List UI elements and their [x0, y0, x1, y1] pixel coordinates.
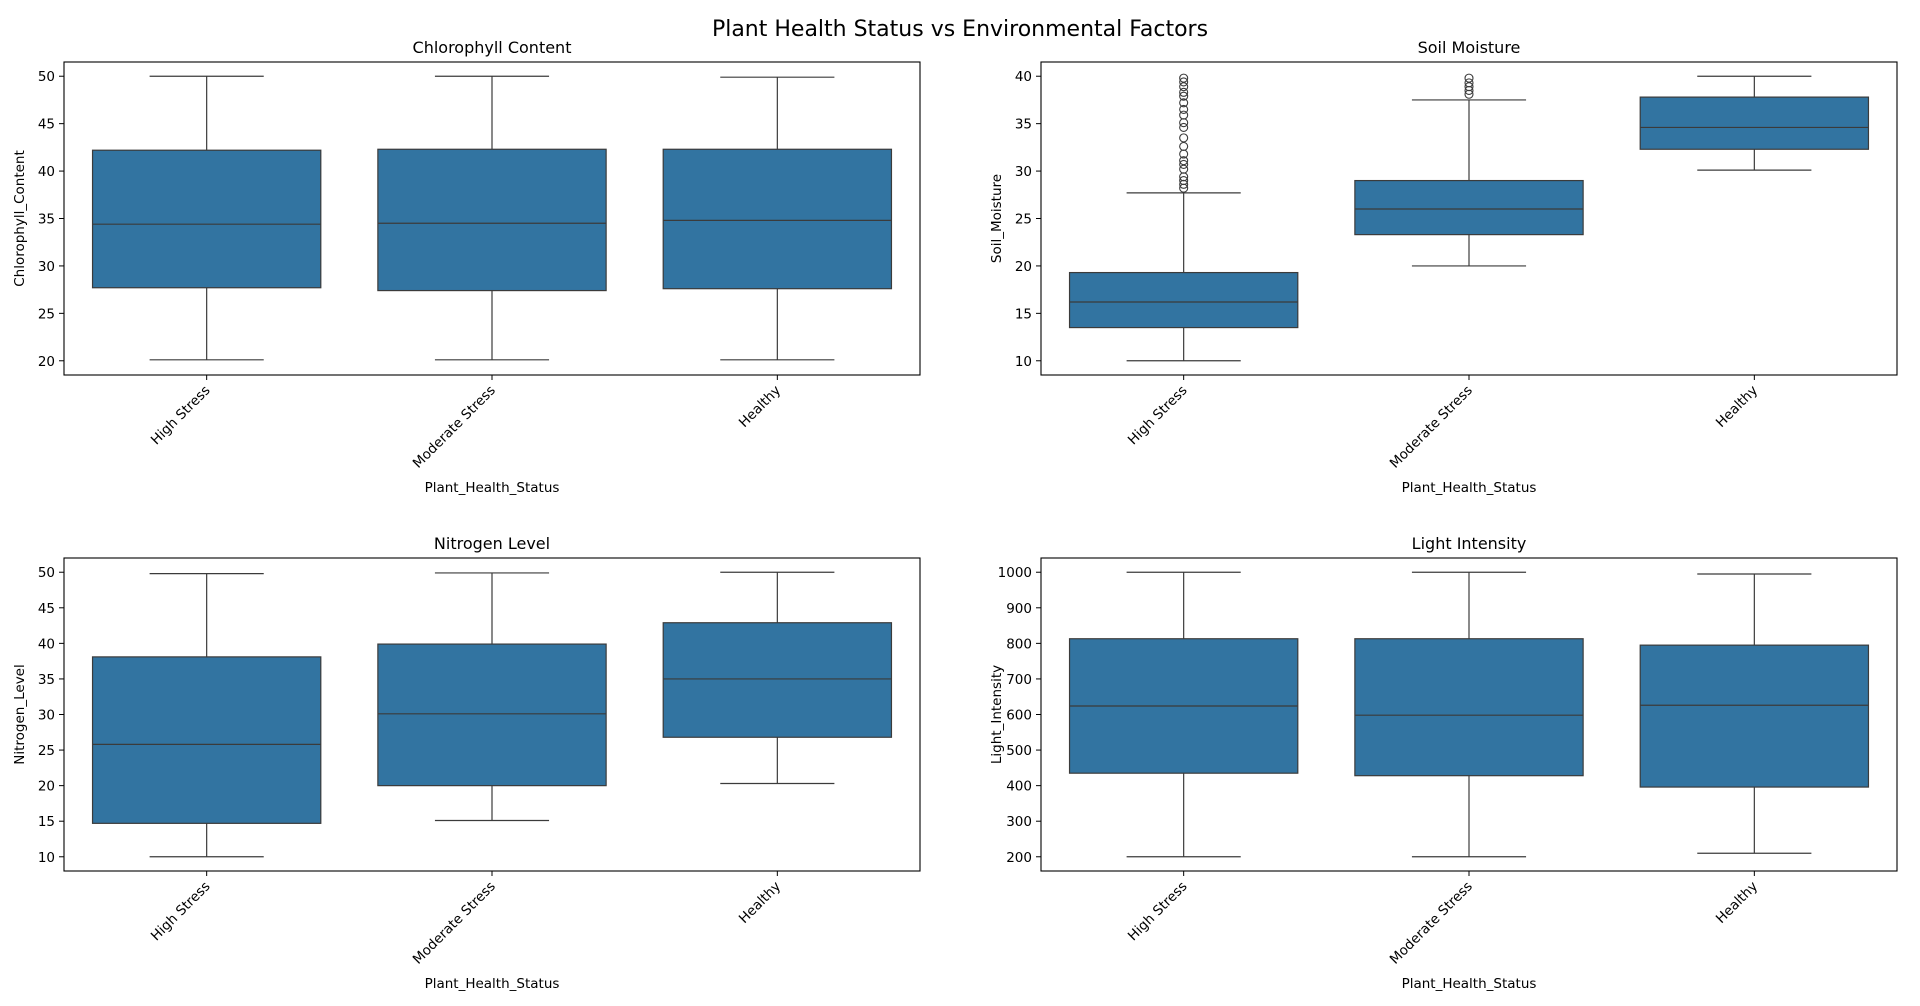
outlier-point	[1179, 91, 1189, 101]
subplot-title: Nitrogen Level	[434, 534, 550, 553]
y-tick-label: 40	[38, 636, 55, 652]
box-0	[91, 75, 322, 361]
y-tick-label: 35	[38, 212, 55, 228]
box-body	[1354, 179, 1584, 236]
box-body	[1354, 638, 1584, 777]
y-tick-label: 30	[38, 259, 55, 275]
outlier-point	[1179, 104, 1189, 114]
y-tick-label: 20	[1015, 259, 1032, 275]
y-tick-label: 700	[1006, 672, 1032, 688]
y-tick-label: 500	[1006, 743, 1032, 759]
subplot-title: Light Intensity	[1412, 534, 1527, 553]
box-body	[377, 148, 607, 292]
y-tick-label: 30	[38, 708, 55, 724]
y-tick-label: 45	[38, 117, 55, 133]
outlier-point	[1464, 78, 1474, 88]
outlier-point	[1464, 73, 1474, 83]
outlier-point	[1179, 156, 1189, 166]
outlier-point	[1179, 159, 1189, 169]
outlier-point	[1179, 176, 1189, 186]
y-tick-label: 25	[38, 743, 55, 759]
subplot-2: Soil Moisture 10 15 20 25 30 35 40 Soil_Moisture…	[989, 38, 1898, 496]
outlier-point	[1179, 133, 1189, 143]
y-tick-label: 40	[38, 164, 55, 180]
y-tick-label: 1000	[998, 565, 1032, 581]
outlier-point	[1179, 110, 1189, 120]
y-tick-label: 40	[1015, 69, 1032, 85]
y-axis-label: Soil_Moisture	[989, 174, 1005, 263]
box-body	[91, 149, 322, 289]
y-tick-label: 25	[1015, 212, 1032, 228]
outlier-point	[1179, 73, 1189, 83]
y-tick-label: 50	[38, 565, 55, 581]
y-tick-label: 200	[1006, 850, 1032, 866]
y-axis-label: Light_Intensity	[989, 665, 1005, 764]
box-body	[91, 656, 322, 824]
x-axis-label: Plant_Health_Status	[425, 976, 560, 992]
box-body	[662, 148, 893, 290]
subplot-title: Chlorophyll Content	[413, 38, 572, 57]
y-tick-label: 15	[1015, 306, 1032, 322]
outlier-point	[1179, 77, 1189, 87]
box-body	[1639, 644, 1870, 788]
y-tick-label: 300	[1006, 814, 1032, 830]
box-0	[1068, 73, 1299, 362]
box-0	[91, 573, 322, 858]
y-tick-label: 30	[1015, 164, 1032, 180]
x-axis-label: Plant_Health_Status	[425, 480, 560, 496]
y-tick-label: 20	[38, 354, 55, 370]
box-2	[1639, 573, 1870, 854]
outlier-point	[1179, 98, 1189, 108]
box-2	[1639, 75, 1870, 171]
box-body	[1068, 271, 1299, 329]
y-tick-label: 20	[38, 779, 55, 795]
box-2	[662, 76, 893, 361]
y-tick-label: 35	[38, 672, 55, 688]
box-body	[662, 622, 893, 738]
box-1	[1354, 571, 1584, 858]
y-tick-label: 35	[1015, 117, 1032, 133]
x-axis-label: Plant_Health_Status	[1402, 976, 1537, 992]
box-2	[662, 571, 893, 785]
subplot-grid: Chlorophyll Content 20 25 30 35 40 45 50 Chlorop…	[12, 38, 1898, 992]
y-tick-label: 50	[38, 69, 55, 85]
y-tick-label: 600	[1006, 708, 1032, 724]
box-body	[377, 643, 607, 787]
y-tick-label: 25	[38, 306, 55, 322]
box-1	[1354, 73, 1584, 267]
subplot-1: Chlorophyll Content 20 25 30 35 40 45 50 Chlorop…	[12, 38, 921, 496]
y-tick-label: 45	[38, 601, 55, 617]
outlier-point	[1179, 122, 1189, 132]
y-tick-label: 900	[1006, 601, 1032, 617]
y-tick-label: 400	[1006, 779, 1032, 795]
box-1	[377, 572, 607, 822]
y-tick-label: 800	[1006, 636, 1032, 652]
y-axis-label: Nitrogen_Level	[12, 664, 28, 764]
x-axis-label: Plant_Health_Status	[1402, 480, 1537, 496]
y-axis-label: Chlorophyll_Content	[12, 150, 28, 287]
box-0	[1068, 571, 1299, 858]
subplot-title: Soil Moisture	[1418, 38, 1521, 57]
outlier-point	[1179, 87, 1189, 97]
y-tick-label: 15	[38, 814, 55, 830]
figure-title: Plant Health Status vs Environmental Fac…	[712, 17, 1208, 42]
box-body	[1639, 96, 1870, 150]
y-tick-label: 10	[38, 850, 55, 866]
box-1	[377, 75, 607, 361]
y-tick-label: 10	[1015, 354, 1032, 370]
